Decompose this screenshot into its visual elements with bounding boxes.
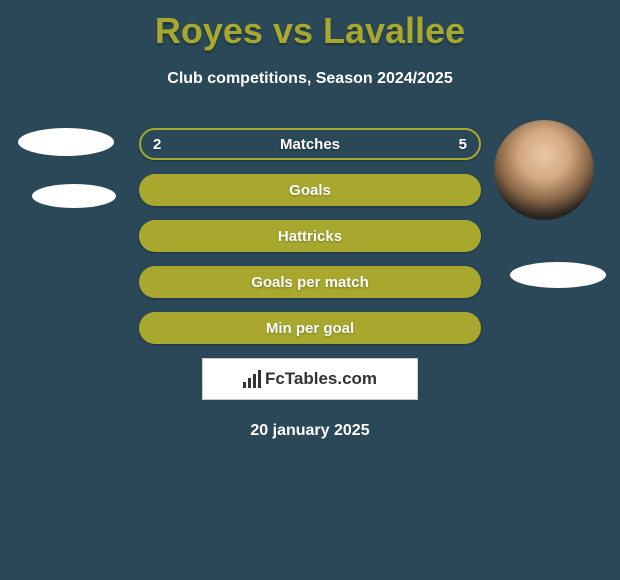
content-area: 2 Matches 5 Goals Hattricks Goals per ma… [0, 128, 620, 440]
stat-label: Min per goal [266, 320, 354, 337]
fctables-logo-box: FcTables.com [202, 358, 418, 400]
stat-label: Goals [289, 182, 331, 199]
date-label: 20 january 2025 [0, 422, 620, 440]
fctables-chart-icon [243, 370, 261, 388]
stat-row-hattricks: Hattricks [139, 220, 481, 252]
left-decoration-ellipse-1 [18, 128, 114, 156]
stat-row-goals-per-match: Goals per match [139, 266, 481, 298]
stat-label: Matches [280, 136, 340, 153]
fctables-logo-text: FcTables.com [265, 369, 377, 389]
page-title: Royes vs Lavallee [0, 0, 620, 52]
subtitle: Club competitions, Season 2024/2025 [0, 70, 620, 88]
stat-right-value: 5 [459, 136, 467, 153]
player-avatar-right [494, 120, 594, 220]
right-decoration-ellipse-1 [510, 262, 606, 288]
left-decoration-ellipse-2 [32, 184, 116, 208]
stat-row-min-per-goal: Min per goal [139, 312, 481, 344]
stat-label: Goals per match [251, 274, 369, 291]
stat-label: Hattricks [278, 228, 342, 245]
stat-rows-container: 2 Matches 5 Goals Hattricks Goals per ma… [139, 128, 481, 344]
stat-row-goals: Goals [139, 174, 481, 206]
stat-left-value: 2 [153, 136, 161, 153]
stat-row-matches: 2 Matches 5 [139, 128, 481, 160]
